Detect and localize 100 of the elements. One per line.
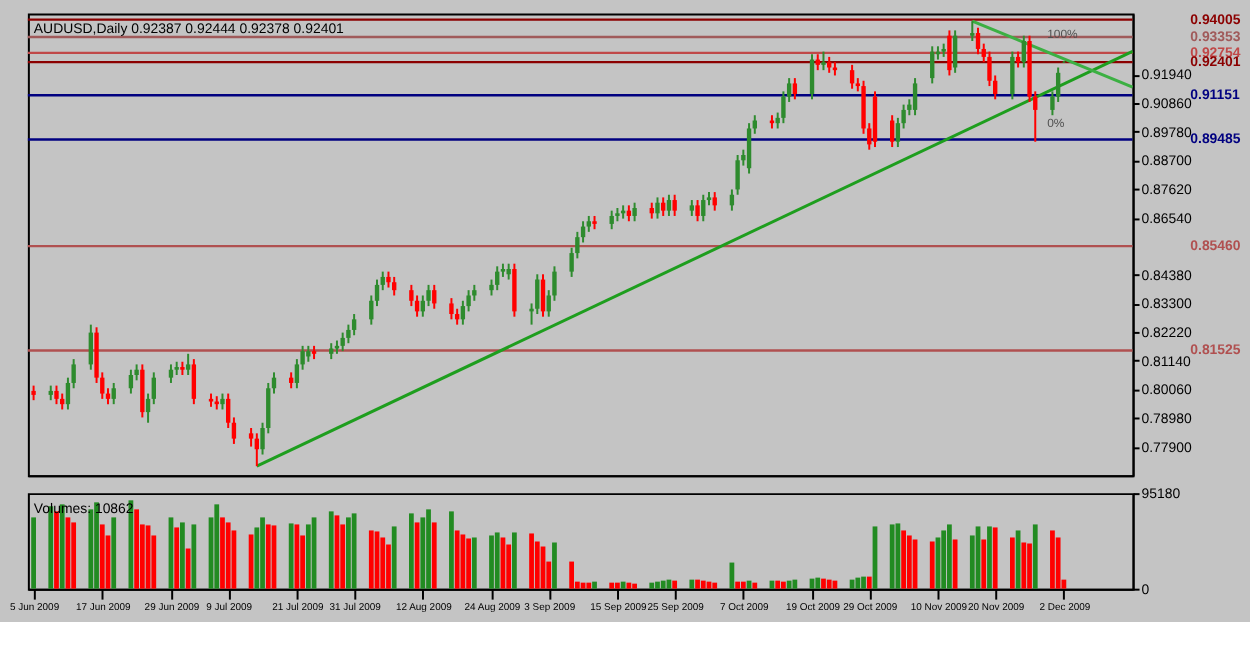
bar xyxy=(1032,524,1038,589)
bar xyxy=(855,577,861,589)
candlestick xyxy=(947,29,952,77)
bar xyxy=(895,523,901,589)
candlestick xyxy=(666,193,672,217)
candlestick xyxy=(712,191,717,212)
bar xyxy=(460,534,466,589)
candlestick xyxy=(735,153,740,196)
candlestick xyxy=(849,63,855,90)
bar xyxy=(672,580,678,589)
bar xyxy=(695,579,700,589)
candlestick xyxy=(185,352,191,377)
candlestick xyxy=(952,29,958,74)
bar xyxy=(328,511,334,589)
bar xyxy=(906,535,912,589)
bar xyxy=(620,581,626,589)
bar xyxy=(1027,543,1032,589)
bar xyxy=(368,530,374,589)
bar xyxy=(752,582,758,589)
candlestick xyxy=(140,363,145,419)
candlestick xyxy=(872,90,878,149)
bar xyxy=(952,539,958,589)
candlestick xyxy=(701,193,706,223)
bar xyxy=(220,517,225,589)
bar xyxy=(792,579,798,589)
bar xyxy=(775,580,781,589)
bar xyxy=(947,524,952,589)
bar xyxy=(712,582,718,589)
candlestick xyxy=(168,363,174,384)
candlestick xyxy=(661,196,666,217)
bar xyxy=(901,530,906,589)
bar xyxy=(529,533,534,589)
bar xyxy=(735,581,741,589)
bar xyxy=(866,576,872,589)
bar xyxy=(740,581,746,589)
candlestick xyxy=(432,283,437,310)
bar xyxy=(1009,537,1015,589)
bar xyxy=(615,582,620,589)
candlestick xyxy=(792,77,798,101)
bar xyxy=(512,532,517,589)
bar xyxy=(609,582,615,589)
bar xyxy=(346,517,351,589)
bar xyxy=(54,511,59,589)
bar xyxy=(586,582,592,589)
candlestick xyxy=(655,196,660,220)
candlestick xyxy=(672,193,677,217)
candlestick xyxy=(495,265,500,292)
bar xyxy=(351,513,357,589)
bar xyxy=(466,538,471,589)
candlestick xyxy=(351,313,357,337)
candlestick xyxy=(632,201,637,223)
bar xyxy=(987,526,992,589)
bar xyxy=(88,509,94,589)
bar xyxy=(391,526,397,589)
candlestick xyxy=(695,199,700,223)
bar xyxy=(981,539,987,589)
bar xyxy=(534,541,540,589)
bar xyxy=(992,527,998,589)
bar xyxy=(689,579,695,589)
bar xyxy=(174,527,180,589)
bar xyxy=(655,581,660,589)
candlestick xyxy=(912,77,918,117)
bar xyxy=(454,530,460,589)
bar xyxy=(929,541,935,589)
bar xyxy=(471,537,477,589)
bar xyxy=(449,511,454,589)
bar xyxy=(431,522,437,589)
bar xyxy=(632,583,637,589)
bar xyxy=(288,523,294,589)
candlestick xyxy=(930,45,935,85)
bar xyxy=(889,524,895,589)
bar xyxy=(815,577,821,589)
candlestick xyxy=(746,122,752,175)
candlestick xyxy=(970,20,975,42)
candlestick xyxy=(340,331,345,353)
candlestick xyxy=(609,209,614,231)
bar xyxy=(99,524,105,589)
candlestick xyxy=(54,384,59,406)
candlestick xyxy=(809,53,815,101)
candlestick xyxy=(1010,50,1015,101)
bar xyxy=(180,522,185,589)
bar xyxy=(386,544,391,589)
bar xyxy=(1021,542,1027,589)
bar xyxy=(821,578,826,589)
bar xyxy=(380,537,386,589)
bar xyxy=(700,580,706,589)
candlestick xyxy=(392,275,397,297)
candlestick xyxy=(889,114,895,149)
bar xyxy=(861,576,866,589)
bar xyxy=(408,513,414,589)
bar xyxy=(626,582,632,589)
bar xyxy=(660,580,666,589)
bar xyxy=(420,517,426,589)
bar xyxy=(569,561,575,589)
bar xyxy=(552,542,557,589)
bar xyxy=(265,524,271,589)
bar xyxy=(489,535,494,589)
bar xyxy=(941,530,947,589)
bar xyxy=(1055,537,1061,589)
candlestick xyxy=(821,50,826,72)
